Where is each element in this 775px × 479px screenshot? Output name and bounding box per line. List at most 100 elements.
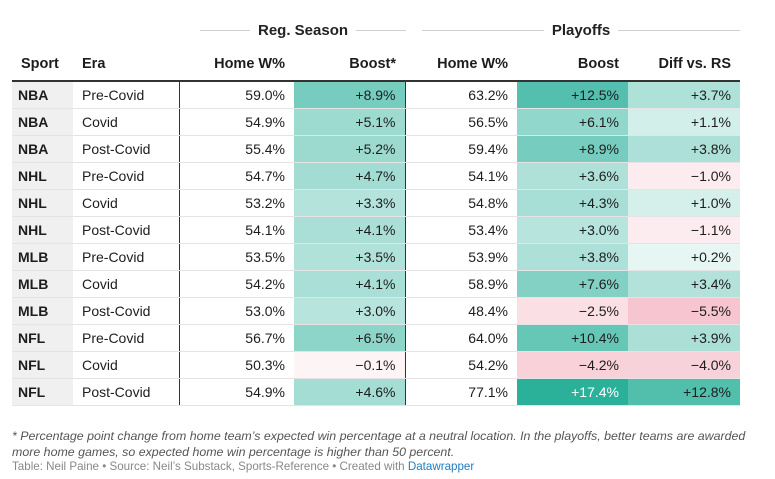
- cell-po-home-wpct: 77.1%: [405, 378, 517, 406]
- cell-diff-vs-rs: +1.1%: [628, 108, 740, 136]
- cell-sport: MLB: [12, 297, 73, 325]
- col-header-rs-home-wpct[interactable]: Home W%: [179, 47, 294, 82]
- cell-rs-boost: +4.1%: [294, 270, 406, 298]
- cell-rs-home-wpct: 53.5%: [179, 243, 294, 271]
- cell-diff-vs-rs: +3.9%: [628, 324, 740, 352]
- cell-rs-boost: +3.5%: [294, 243, 406, 271]
- cell-diff-vs-rs: −1.0%: [628, 162, 740, 190]
- table-row: NHL Covid 53.2% +3.3% 54.8% +4.3% +1.0%: [12, 189, 740, 217]
- table-row: MLB Covid 54.2% +4.1% 58.9% +7.6% +3.4%: [12, 270, 740, 298]
- col-header-diff-vs-rs[interactable]: Diff vs. RS: [628, 47, 740, 82]
- cell-rs-boost: +3.3%: [294, 189, 406, 217]
- cell-sport: NHL: [12, 162, 73, 190]
- cell-sport: NHL: [12, 189, 73, 217]
- cell-po-boost: +3.0%: [517, 216, 628, 244]
- cell-po-home-wpct: 54.1%: [405, 162, 517, 190]
- cell-po-home-wpct: 56.5%: [405, 108, 517, 136]
- table-row: NBA Covid 54.9% +5.1% 56.5% +6.1% +1.1%: [12, 108, 740, 136]
- cell-era: Covid: [73, 189, 180, 217]
- cell-rs-boost: −0.1%: [294, 351, 406, 379]
- cell-po-boost: +6.1%: [517, 108, 628, 136]
- cell-po-boost: +7.6%: [517, 270, 628, 298]
- col-header-rs-boost[interactable]: Boost*: [294, 47, 405, 82]
- cell-rs-boost: +6.5%: [294, 324, 406, 352]
- cell-sport: NFL: [12, 351, 73, 379]
- cell-po-boost: +3.8%: [517, 243, 628, 271]
- cell-rs-home-wpct: 53.0%: [179, 297, 294, 325]
- cell-sport: NFL: [12, 378, 73, 406]
- cell-era: Post-Covid: [73, 135, 180, 163]
- table-row: NBA Post-Covid 55.4% +5.2% 59.4% +8.9% +3.8%: [12, 135, 740, 163]
- col-header-era[interactable]: Era: [73, 47, 179, 82]
- cell-era: Pre-Covid: [73, 162, 180, 190]
- col-header-po-boost[interactable]: Boost: [517, 47, 628, 82]
- credits-text: Table: Neil Paine • Source: Neil’s Subst…: [12, 460, 408, 473]
- table-body: NBA Pre-Covid 59.0% +8.9% 63.2% +12.5% +3.7% NB…: [12, 81, 740, 406]
- group-rule-right: [356, 29, 406, 31]
- datawrapper-link[interactable]: Datawrapper: [407, 460, 475, 473]
- cell-sport: NFL: [12, 324, 73, 352]
- cell-po-boost: +4.3%: [517, 189, 628, 217]
- cell-po-home-wpct: 64.0%: [405, 324, 517, 352]
- cell-rs-boost: +5.1%: [294, 108, 406, 136]
- cell-rs-home-wpct: 56.7%: [179, 324, 294, 352]
- cell-sport: NBA: [12, 81, 73, 109]
- cell-po-home-wpct: 58.9%: [405, 270, 517, 298]
- group-label-regular-season: Reg. Season: [257, 21, 349, 39]
- cell-rs-boost: +4.6%: [294, 378, 406, 406]
- cell-rs-home-wpct: 59.0%: [179, 81, 294, 109]
- cell-diff-vs-rs: +1.0%: [628, 189, 740, 217]
- cell-sport: MLB: [12, 243, 73, 271]
- cell-po-boost: +17.4%: [517, 378, 628, 406]
- cell-era: Post-Covid: [73, 378, 180, 406]
- col-header-sport[interactable]: Sport: [12, 47, 73, 82]
- cell-po-home-wpct: 53.4%: [405, 216, 517, 244]
- cell-po-boost: +3.6%: [517, 162, 628, 190]
- cell-diff-vs-rs: +3.7%: [628, 81, 740, 109]
- group-label-playoffs: Playoffs: [551, 21, 611, 39]
- group-rule-right: [618, 29, 741, 31]
- cell-po-boost: +10.4%: [517, 324, 628, 352]
- group-header-playoffs: Playoffs: [422, 18, 741, 42]
- table-row: NFL Covid 50.3% −0.1% 54.2% −4.2% −4.0%: [12, 351, 740, 379]
- credits-line: Table: Neil Paine • Source: Neil’s Subst…: [12, 460, 474, 473]
- cell-sport: NBA: [12, 135, 73, 163]
- cell-era: Pre-Covid: [73, 324, 180, 352]
- cell-rs-boost: +4.7%: [294, 162, 406, 190]
- group-header-row: Reg. Season Playoffs: [12, 18, 741, 42]
- cell-po-home-wpct: 63.2%: [405, 81, 517, 109]
- cell-po-boost: −4.2%: [517, 351, 628, 379]
- cell-era: Pre-Covid: [73, 81, 180, 109]
- cell-po-home-wpct: 54.8%: [405, 189, 517, 217]
- cell-diff-vs-rs: +12.8%: [628, 378, 740, 406]
- cell-era: Post-Covid: [73, 216, 180, 244]
- cell-diff-vs-rs: −1.1%: [628, 216, 740, 244]
- group-rule-left: [422, 29, 544, 31]
- cell-diff-vs-rs: +3.4%: [628, 270, 740, 298]
- cell-rs-boost: +3.0%: [294, 297, 406, 325]
- home-advantage-table: Sport Era Home W% Boost* Home W% Boost D…: [12, 47, 740, 406]
- group-header-regular-season: Reg. Season: [200, 18, 406, 42]
- cell-sport: NHL: [12, 216, 73, 244]
- cell-diff-vs-rs: −5.5%: [628, 297, 740, 325]
- cell-era: Covid: [73, 351, 180, 379]
- col-header-po-home-wpct[interactable]: Home W%: [405, 47, 517, 82]
- cell-rs-home-wpct: 54.7%: [179, 162, 294, 190]
- cell-sport: NBA: [12, 108, 73, 136]
- cell-rs-home-wpct: 54.9%: [179, 108, 294, 136]
- cell-rs-home-wpct: 54.1%: [179, 216, 294, 244]
- cell-diff-vs-rs: +0.2%: [628, 243, 740, 271]
- cell-era: Covid: [73, 108, 180, 136]
- cell-rs-home-wpct: 54.2%: [179, 270, 294, 298]
- column-header-row: Sport Era Home W% Boost* Home W% Boost D…: [12, 47, 740, 82]
- table-row: MLB Post-Covid 53.0% +3.0% 48.4% −2.5% −5.5%: [12, 297, 740, 325]
- cell-po-home-wpct: 59.4%: [405, 135, 517, 163]
- cell-rs-boost: +8.9%: [294, 81, 406, 109]
- cell-rs-boost: +5.2%: [294, 135, 406, 163]
- cell-po-home-wpct: 54.2%: [405, 351, 517, 379]
- cell-po-home-wpct: 48.4%: [405, 297, 517, 325]
- table-row: NFL Post-Covid 54.9% +4.6% 77.1% +17.4% +12.8%: [12, 378, 740, 406]
- table-row: NHL Post-Covid 54.1% +4.1% 53.4% +3.0% −1.1%: [12, 216, 740, 244]
- table-row: NFL Pre-Covid 56.7% +6.5% 64.0% +10.4% +3.9%: [12, 324, 740, 352]
- cell-rs-home-wpct: 50.3%: [179, 351, 294, 379]
